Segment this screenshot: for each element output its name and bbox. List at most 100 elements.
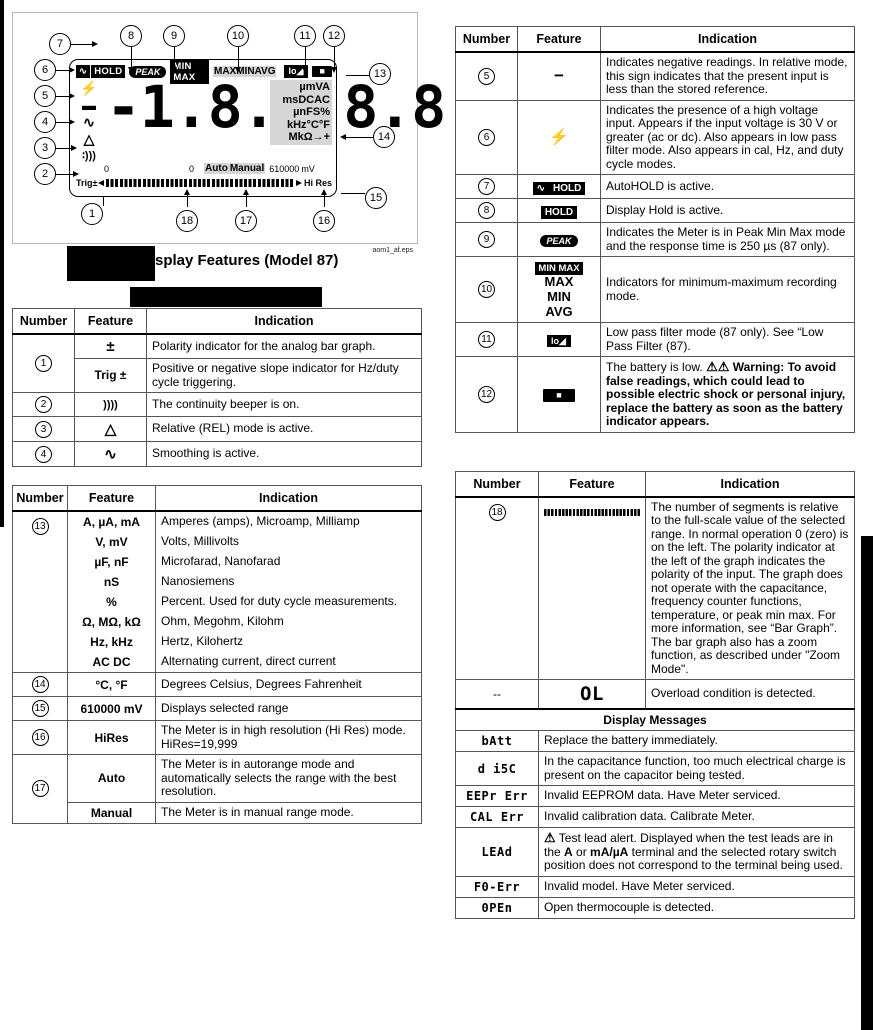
col-header-feature: Feature (67, 485, 156, 512)
high-voltage-icon: ⚡ (80, 80, 98, 96)
row-number-cell: 17 (12, 754, 68, 824)
lcd-range-row: 0 0 Auto Manual 610000 mV (76, 162, 332, 174)
circled-number: 12 (478, 385, 495, 403)
warning-triangle-icon: ⚠ (544, 830, 556, 845)
table-row: 16 HiRes The Meter is in high resolution… (12, 720, 422, 755)
figure-caption: Display Features (Model 87) (12, 244, 422, 308)
callout-12: 12 (323, 25, 345, 47)
warning-triangle-icon: ⚠⚠ (706, 359, 730, 374)
negative-sign-icon: ▬ (82, 97, 96, 113)
row-feature-cell: 610000 mV (67, 696, 156, 721)
message-text: Invalid calibration data. Calibrate Mete… (538, 806, 855, 828)
callout-6: 6 (34, 59, 56, 81)
row-feature-cell: % (67, 592, 156, 612)
table-header-row: Number Feature Indication (12, 308, 422, 335)
hold-glyph: HOLD (540, 205, 578, 219)
maxminavg-badge: MAXMINAVG (213, 66, 277, 77)
table-row: 18 The number of segments is relative to… (455, 496, 855, 680)
circled-number: 1 (35, 355, 52, 372)
unit-line-3: µnFS% (293, 106, 330, 118)
table-row: 3 △ Relative (REL) mode is active. (12, 416, 422, 442)
smoothing-wave-icon: ∿ (76, 65, 91, 78)
row-feature-cell: )))) (74, 392, 147, 417)
redaction-block-1 (67, 246, 155, 281)
circled-number: 3 (35, 420, 52, 438)
callout-2: 2 (34, 163, 56, 185)
table-row: nS Nanosiemens (13, 572, 422, 592)
display-messages-header-row: Display Messages (455, 708, 855, 731)
row-feature-cell: Hz, kHz (67, 632, 156, 652)
row-feature-cell: ∿ (74, 441, 147, 467)
table-bargraph-and-messages: Number Feature Indication 18 The number … (455, 470, 855, 919)
table-row: 6 ⚡ Indicates the presence of a high vol… (455, 99, 855, 175)
col-header-indication: Indication (645, 470, 855, 498)
callout-7: 7 (49, 33, 71, 55)
lead-term-a: A (564, 844, 573, 859)
unit-line-1: µmVA (299, 81, 330, 93)
message-text: Open thermocouple is detected. (538, 896, 855, 919)
display-messages-header: Display Messages (455, 708, 855, 731)
row-feature-cell: ± (74, 333, 147, 359)
row-indication-cell: The battery is low. ⚠⚠ Warning: To avoid… (600, 356, 855, 433)
hires-label: Hi Res (303, 178, 332, 188)
table-row: % Percent. Used for duty cycle measureme… (13, 592, 422, 612)
table-row: 5 − Indicates negative readings. In rela… (455, 51, 855, 101)
lcd-display-figure: ∿ HOLD PEAK MIN MAX MAXMINAVG lo◢ ■ ⚡ ▬ … (12, 12, 446, 254)
table-row: 1 ± Polarity indicator for the analog ba… (12, 333, 422, 393)
row-feature-cell: Auto (67, 754, 156, 803)
table-row: CAL Err Invalid calibration data. Calibr… (455, 806, 855, 828)
callout-11: 11 (294, 25, 316, 47)
unit-line-4: kHz°C°F (286, 118, 330, 131)
table-row: Manual The Meter is in manual range mode… (13, 801, 422, 824)
minmax-badge: MIN MAX (535, 262, 583, 275)
row-feature-cell: HiRes (67, 720, 156, 755)
high-voltage-icon: ⚡ (517, 99, 601, 175)
table-row: 2 )))) The continuity beeper is on. (12, 392, 422, 417)
message-code: 0PEn (455, 896, 539, 919)
message-code: F0-Err (455, 875, 539, 898)
page-left-edge-marker (0, 0, 4, 527)
minmax-icon-stack: MIN MAX MAX MIN AVG (517, 256, 601, 323)
hold-glyph: HOLD (549, 181, 586, 195)
row-indication-cell: AutoHOLD is active. (600, 174, 855, 199)
row-indication-cell: Hertz, Kilohertz (155, 632, 422, 652)
row-number-cell: 16 (12, 720, 68, 755)
table-row: Hz, kHz Hertz, Kilohertz (13, 632, 422, 652)
table-row: 4 ∿ Smoothing is active. (12, 441, 422, 467)
row-indication-cell: Nanosiemens (155, 572, 422, 592)
circled-number: 13 (31, 518, 49, 535)
callout-17: 17 (235, 210, 257, 232)
peak-icon: PEAK (517, 222, 601, 257)
table-header-row: Number Feature Indication (12, 485, 422, 512)
row-indication-cell: The Meter is in high resolution (Hi Res)… (155, 720, 422, 755)
mini-bargraph (544, 508, 640, 516)
row-number-cell: 4 (12, 441, 75, 467)
callout-14: 14 (373, 126, 395, 148)
message-text: In the capacitance function, too much el… (538, 751, 855, 786)
circled-number: 2 (35, 396, 52, 413)
message-code: d i5C (455, 751, 539, 786)
table-row: 15 610000 mV Displays selected range (12, 696, 422, 721)
row-indication-cell: Degrees Celsius, Degrees Fahrenheit (155, 672, 422, 697)
figure-source-label: aom1_af.eps (372, 247, 413, 254)
row-indication-cell: Polarity indicator for the analog bar gr… (146, 333, 422, 359)
table-row: 11 lo◢ Low pass filter mode (87 only). S… (455, 322, 855, 357)
col-header-number: Number (12, 485, 68, 512)
lead-text-2: or (572, 844, 591, 859)
row-number-cell: 2 (12, 392, 75, 417)
col-header-number: Number (455, 26, 518, 53)
row-feature-cell: △ (74, 416, 147, 442)
table-row: V, mV Volts, Millivolts (13, 532, 422, 552)
message-code: EEPr Err (455, 785, 539, 807)
row-number-cell: 6 (455, 99, 518, 175)
right-column: Number Feature Indication 5 − Indicates … (455, 0, 855, 919)
row-number-cell: 1 (12, 333, 75, 393)
table-row: 14 °C, °F Degrees Celsius, Degrees Fahre… (12, 672, 422, 697)
row-number-cell: 11 (455, 322, 518, 357)
left-column: ∿ HOLD PEAK MIN MAX MAXMINAVG lo◢ ■ ⚡ ▬ … (12, 0, 446, 824)
battery-low-icon: ■ (517, 356, 601, 433)
row-indication-cell: Indicates negative readings. In relative… (600, 51, 855, 101)
row-indication-cell: Low pass filter mode (87 only). See “Low… (600, 322, 855, 357)
table-header-row: Number Feature Indication (455, 26, 855, 53)
row-indication-cell: Alternating current, direct current (155, 652, 422, 673)
